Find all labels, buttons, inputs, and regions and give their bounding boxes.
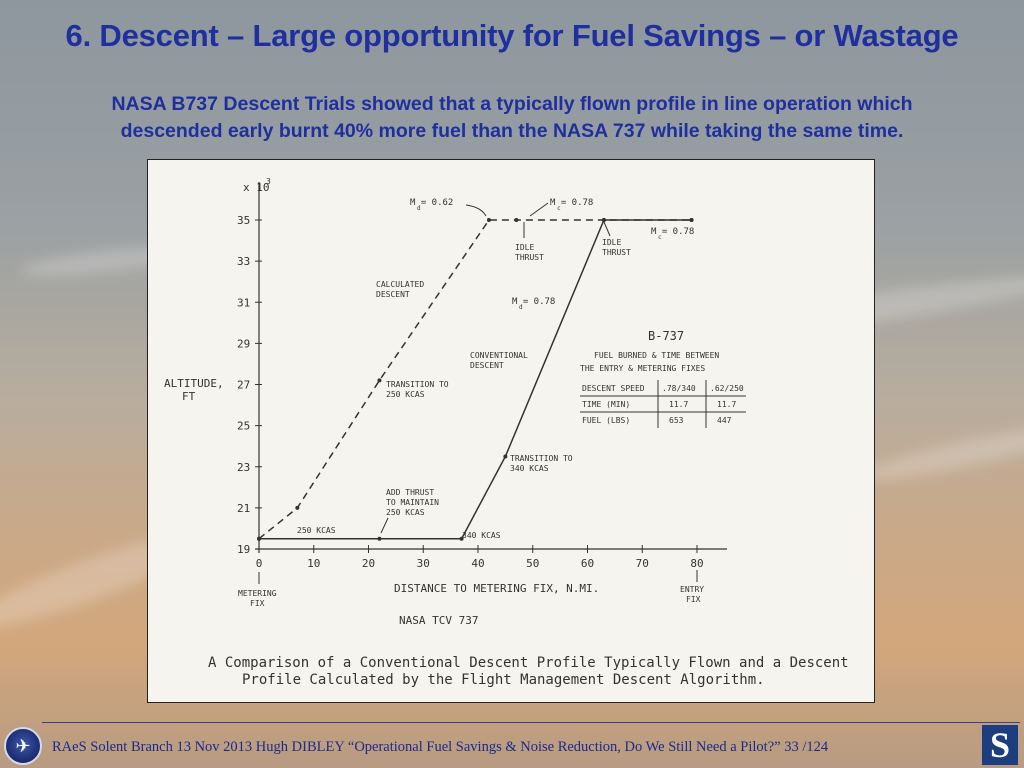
transition-340-label-line-2: 340 KCAS (510, 464, 549, 473)
subtitle-line-2: descended early burnt 40% more fuel than… (120, 120, 904, 142)
y-tick-label: 29 (237, 337, 250, 350)
x-tick-label: 20 (362, 557, 375, 570)
x-tick-label: 30 (417, 557, 430, 570)
figure-caption-line-2: Profile Calculated by the Flight Managem… (242, 672, 765, 688)
table-caption-line-1: FUEL BURNED & TIME BETWEEN (594, 351, 719, 360)
conventional-descent-line (259, 219, 692, 540)
y-tick-label: 27 (237, 379, 250, 392)
table-cell: 653 (669, 416, 684, 425)
y-axis-label-line-1: ALTITUDE, (164, 377, 224, 390)
table-cell: 447 (717, 416, 732, 425)
x-axis-label: DISTANCE TO METERING FIX, N.MI. (394, 582, 599, 595)
entry-fix-label-line-2: FIX (686, 595, 701, 604)
raes-logo-icon: ✈ (4, 727, 42, 765)
data-point (257, 536, 261, 541)
md-062-leader (465, 204, 487, 217)
table-title: B-737 (648, 329, 684, 343)
conventional-descent-label-line-1: CONVENTIONAL (470, 351, 528, 360)
figure-caption-line-1: A Comparison of a Conventional Descent P… (208, 655, 849, 671)
fuel-time-table: DESCENT SPEED .78/340 .62/250 TIME (MIN)… (580, 380, 746, 428)
data-point (689, 218, 694, 222)
calculated-descent-label-line-1: CALCULATED (376, 280, 424, 289)
table-cell: TIME (MIN) (582, 400, 630, 409)
slide-title: 6. Descent – Large opportunity for Fuel … (65, 18, 959, 53)
y-tick-label: 21 (237, 502, 250, 515)
table-caption-line-2: THE ENTRY & METERING FIXES (580, 364, 705, 373)
aircraft-label: NASA TCV 737 (399, 614, 478, 627)
x-tick-label: 80 (690, 557, 703, 570)
annotation-md-062-sub: d (417, 205, 421, 212)
solent-logo-icon: S (982, 725, 1018, 765)
annotation-md-078: M = 0.78 (512, 297, 555, 307)
y-tick-label: 19 (237, 543, 250, 556)
table-header-descent-speed: DESCENT SPEED (582, 384, 645, 393)
idle-thrust-2-line-2: THRUST (602, 248, 631, 257)
idle-thrust-1-line-1: IDLE (515, 243, 534, 252)
subtitle-line-1: NASA B737 Descent Trials showed that a t… (111, 93, 913, 115)
x-tick-label: 0 (256, 557, 263, 570)
data-point (459, 536, 464, 541)
metering-fix-label-line-1: METERING (238, 589, 277, 598)
descent-profile-chart: 19 21 23 25 27 29 31 33 35 0 10 20 30 40 50 60 70 80 x 10… (164, 177, 849, 688)
transition-340-label-line-1: TRANSITION TO (510, 454, 573, 463)
annotation-mc-078-top: M = 0.78 (550, 198, 593, 208)
idle-thrust-1-line-2: THRUST (515, 253, 544, 262)
x-tick-label: 60 (581, 557, 594, 570)
data-point (514, 218, 519, 222)
table-cell: 11.7 (717, 400, 736, 409)
mc-078-leader (529, 202, 549, 217)
add-thrust-label-line-3: 250 KCAS (386, 508, 425, 517)
table-cell: FUEL (LBS) (582, 416, 630, 425)
idle-thrust-2-arrow (603, 221, 611, 237)
annotation-mc-078-right: M = 0.78 (651, 227, 694, 237)
x-tick-label: 40 (471, 557, 484, 570)
annotation-md-062: M = 0.62 (410, 198, 453, 208)
add-thrust-label-line-1: ADD THRUST (386, 488, 434, 497)
descent-profile-figure: 19 21 23 25 27 29 31 33 35 0 10 20 30 40 50 60 70 80 x 10… (147, 159, 875, 703)
x-tick-label: 10 (307, 557, 320, 570)
metering-fix-label-line-2: FIX (250, 599, 265, 608)
data-point (377, 378, 382, 383)
annotation-mc-078-top-sub: c (557, 205, 561, 212)
y-tick-label: 31 (237, 296, 250, 309)
data-point (377, 536, 382, 541)
calculated-descent-line (258, 219, 692, 540)
table-cell: 11.7 (669, 400, 688, 409)
add-thrust-leader (380, 517, 389, 534)
kcas-340-label: 340 KCAS (462, 531, 501, 540)
footer-text: RAeS Solent Branch 13 Nov 2013 Hugh DIBL… (52, 739, 829, 755)
transition-250-label-line-1: TRANSITION TO (386, 380, 449, 389)
data-point (295, 505, 300, 510)
footer-divider (42, 722, 1020, 723)
calculated-descent-label-line-2: DESCENT (376, 290, 410, 299)
x-tick-label: 50 (526, 557, 539, 570)
annotation-md-078-sub: d (519, 304, 523, 311)
y-tick-label: 25 (237, 420, 250, 433)
conventional-descent-label-line-2: DESCENT (470, 361, 504, 370)
table-header-078-340: .78/340 (662, 384, 696, 393)
y-tick-label: 33 (237, 255, 250, 268)
slide-subtitle: NASA B737 Descent Trials showed that a t… (20, 91, 1004, 145)
y-multiplier-label: x 10 (243, 181, 270, 194)
data-point (601, 218, 606, 222)
y-tick-label: 23 (237, 461, 250, 474)
idle-thrust-2-line-1: IDLE (602, 238, 621, 247)
y-axis-label-line-2: FT (182, 390, 196, 403)
add-thrust-label-line-2: TO MAINTAIN (386, 498, 439, 507)
kcas-250-label: 250 KCAS (297, 526, 336, 535)
y-multiplier-exponent: 3 (266, 177, 271, 186)
table-header-062-250: .62/250 (710, 384, 744, 393)
y-tick-label: 35 (237, 214, 250, 227)
transition-250-label-line-2: 250 KCAS (386, 390, 425, 399)
data-point (503, 454, 508, 459)
entry-fix-label-line-1: ENTRY (680, 585, 704, 594)
x-tick-label: 70 (636, 557, 649, 570)
data-point (486, 218, 491, 222)
annotation-mc-078-right-sub: c (658, 234, 662, 241)
